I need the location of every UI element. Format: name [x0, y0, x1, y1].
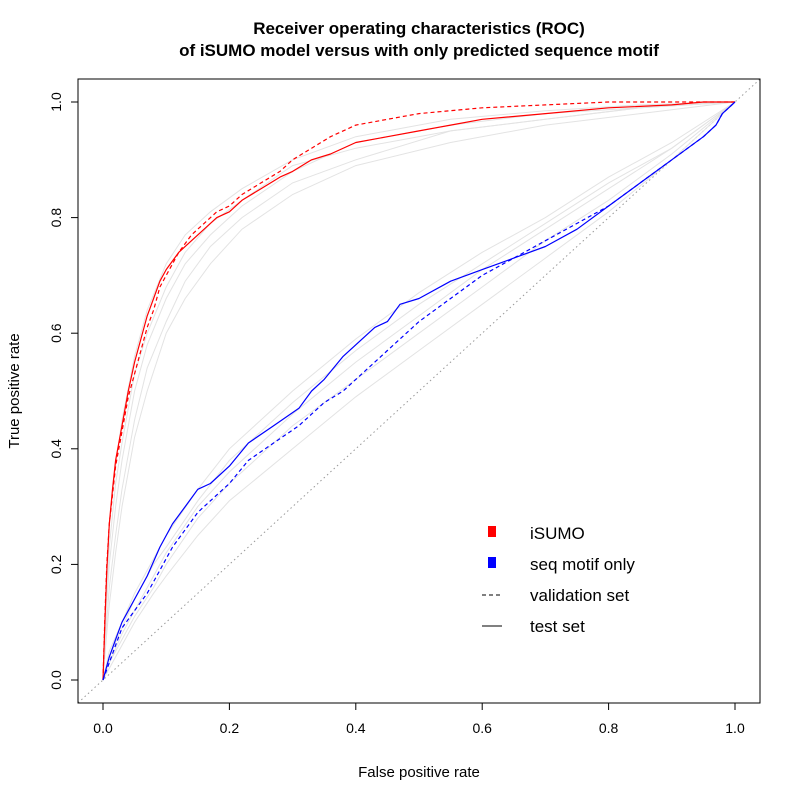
x-tick-label: 0.2 [220, 720, 240, 736]
legend-item-test-set: test set [482, 617, 585, 636]
x-tick-label: 0.0 [93, 720, 113, 736]
chart-title: Receiver operating characteristics (ROC)… [179, 19, 659, 60]
y-tick-label: 1.0 [48, 92, 64, 112]
legend-item-isumo: iSUMO [488, 524, 585, 543]
y-axis-label: True positive rate [6, 333, 23, 448]
legend: iSUMO seq motif only validation set test se… [482, 524, 635, 636]
axes: 0.0 0.2 0.4 0.6 0.8 1.0 0.0 0.2 0.4 0.6 0.8 1.0 [48, 92, 745, 736]
isumo-test-roc-curve [102, 101, 735, 681]
legend-label: iSUMO [530, 524, 585, 543]
x-tick-label: 0.6 [472, 720, 492, 736]
y-tick-label: 0.4 [48, 439, 64, 459]
legend-label: validation set [530, 586, 630, 605]
x-tick-label: 0.8 [599, 720, 619, 736]
legend-label: seq motif only [530, 555, 635, 574]
background-roc-curve-10 [102, 101, 736, 681]
background-roc-curve-7 [102, 101, 736, 681]
diagonal-reference-line [78, 79, 760, 703]
x-tick-label: 0.4 [346, 720, 366, 736]
background-roc-curve-1 [102, 101, 736, 681]
background-roc-curve-9 [102, 101, 736, 681]
y-tick-label: 0.0 [48, 670, 64, 690]
legend-swatch [488, 526, 496, 537]
legend-item-seq-motif-only: seq motif only [488, 555, 635, 574]
background-roc-curve-5 [102, 101, 736, 681]
background-roc-curve-6 [102, 101, 736, 681]
x-tick-label: 1.0 [725, 720, 745, 736]
x-axis-label: False positive rate [358, 764, 480, 781]
legend-item-validation-set: validation set [482, 586, 630, 605]
background-roc-curve-4 [102, 101, 736, 681]
y-tick-label: 0.8 [48, 208, 64, 228]
motif-validation-roc-curve [102, 101, 736, 681]
background-roc-curve-8 [102, 101, 736, 681]
plot-frame [77, 78, 761, 704]
isumo-validation-roc-curve [102, 101, 735, 681]
plot-area [78, 79, 760, 703]
title-line-1: Receiver operating characteristics (ROC) [253, 19, 585, 38]
y-tick-label: 0.6 [48, 323, 64, 343]
y-tick-label: 0.2 [48, 554, 64, 574]
legend-label: test set [530, 617, 585, 636]
title-line-2: of iSUMO model versus with only predicte… [179, 41, 659, 60]
legend-swatch [488, 557, 496, 568]
